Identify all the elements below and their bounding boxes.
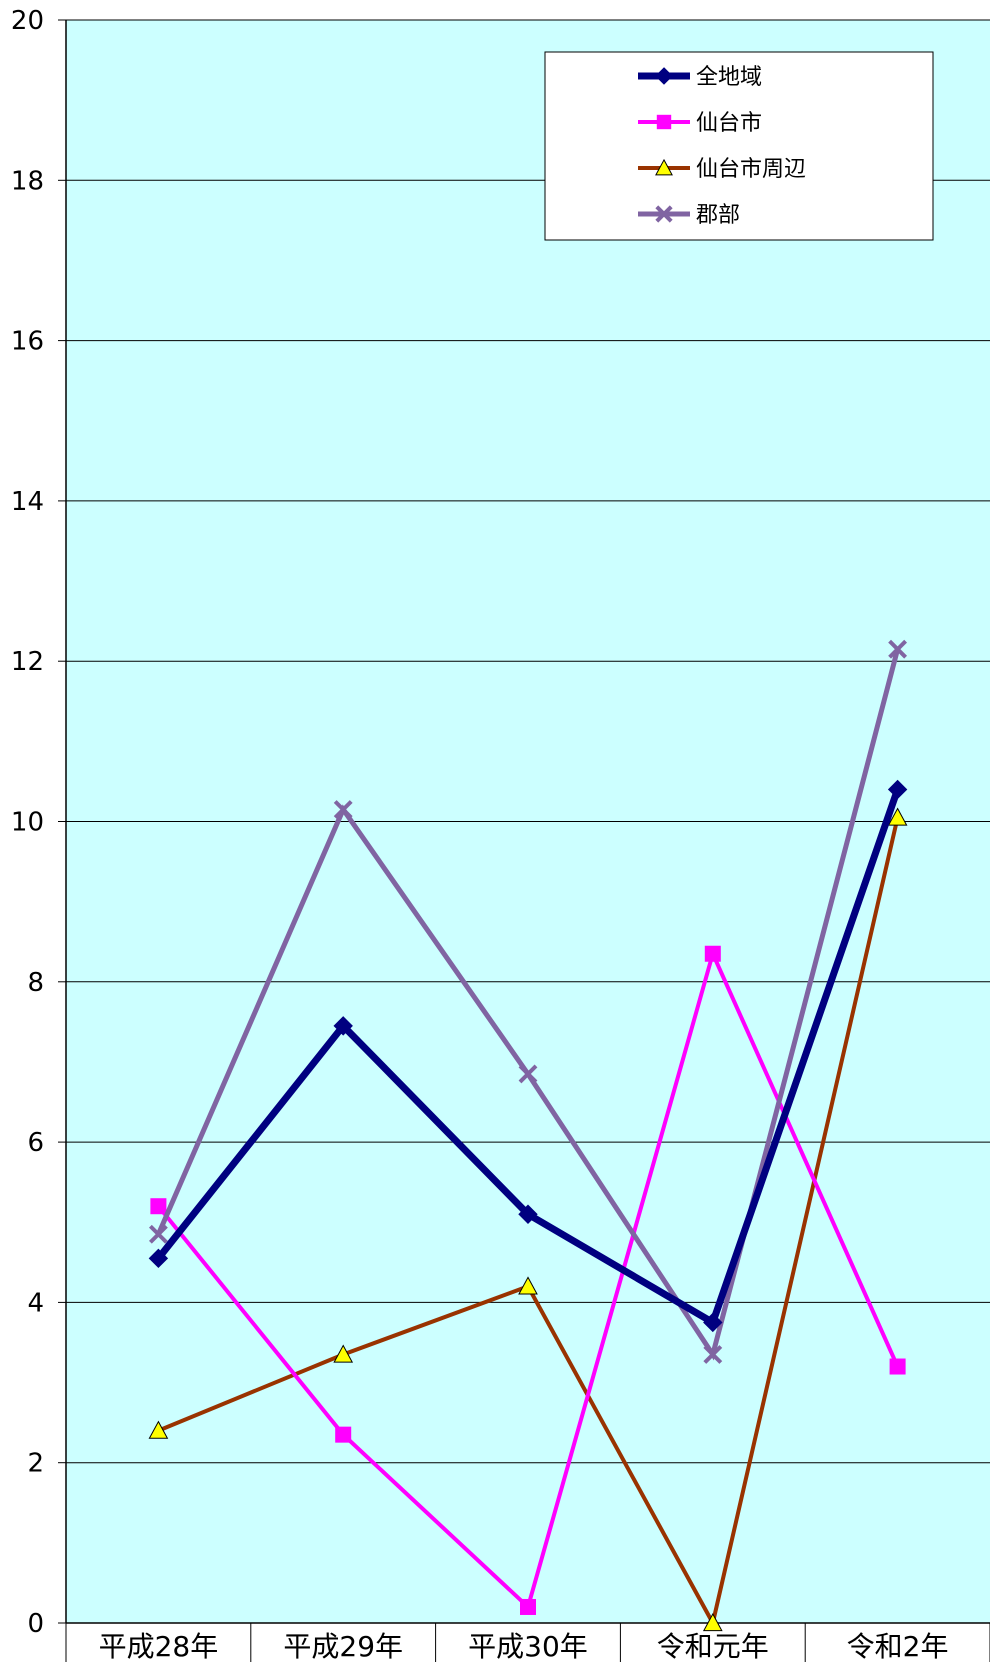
marker-square — [656, 114, 672, 130]
y-tick-label: 16 — [11, 327, 44, 357]
marker-diamond — [887, 779, 908, 800]
marker-x — [518, 1064, 538, 1084]
x-category-label: 令和2年 — [847, 1630, 949, 1662]
y-tick-label: 20 — [11, 6, 44, 36]
legend-item: 全地域 — [638, 65, 762, 90]
series-layer — [148, 639, 908, 1632]
x-category-label: 平成28年 — [99, 1630, 219, 1662]
marker-triangle — [148, 1420, 169, 1439]
y-tick-label: 6 — [27, 1128, 44, 1158]
y-tick-label: 12 — [11, 647, 44, 677]
legend-item: 仙台市周辺 — [638, 157, 806, 182]
marker-square — [150, 1198, 167, 1215]
marker-diamond — [148, 1248, 169, 1269]
y-tick-label: 8 — [27, 968, 44, 998]
marker-triangle — [655, 158, 673, 176]
series-3 — [148, 639, 908, 1364]
marker-diamond — [655, 67, 673, 85]
y-tick-label: 14 — [11, 487, 44, 517]
marker-square — [335, 1426, 352, 1443]
series-0 — [148, 779, 908, 1333]
legend-box — [544, 51, 934, 241]
marker-diamond — [333, 1016, 353, 1036]
y-axis-ticks: 0 2 4 6 8 10 12 14 16 18 20 — [11, 6, 66, 1639]
legend-label: 全地域 — [696, 65, 762, 90]
legend-item: 郡部 — [638, 203, 740, 228]
legend-label: 郡部 — [696, 203, 740, 228]
y-tick-label: 2 — [27, 1449, 44, 1479]
series-1 — [150, 945, 906, 1615]
series-2 — [148, 807, 908, 1632]
marker-triangle — [333, 1344, 354, 1363]
marker-square — [520, 1598, 536, 1615]
x-category-label: 平成29年 — [283, 1630, 403, 1662]
x-axis-categories: 平成28年 平成29年 平成30年 令和元年 令和2年 — [65, 1623, 990, 1662]
marker-triangle — [887, 807, 908, 826]
marker-square — [704, 945, 721, 962]
legend-item: 仙台市 — [638, 111, 762, 136]
marker-x — [148, 1224, 168, 1244]
x-category-label: 平成30年 — [468, 1630, 588, 1662]
marker-diamond — [703, 1312, 723, 1333]
y-tick-label: 0 — [27, 1609, 44, 1639]
x-category-label: 令和元年 — [657, 1630, 769, 1662]
y-tick-label: 4 — [27, 1288, 44, 1318]
marker-diamond — [518, 1204, 538, 1224]
marker-triangle — [518, 1276, 538, 1295]
marker-triangle — [702, 1612, 723, 1632]
legend-label: 仙台市 — [696, 111, 762, 136]
y-tick-label: 18 — [11, 166, 44, 196]
marker-x — [888, 639, 908, 659]
legend-label: 仙台市周辺 — [696, 157, 806, 182]
marker-x — [655, 205, 673, 223]
marker-x — [333, 800, 353, 819]
marker-square — [889, 1358, 906, 1375]
marker-x — [703, 1345, 723, 1364]
y-tick-label: 10 — [11, 808, 44, 838]
